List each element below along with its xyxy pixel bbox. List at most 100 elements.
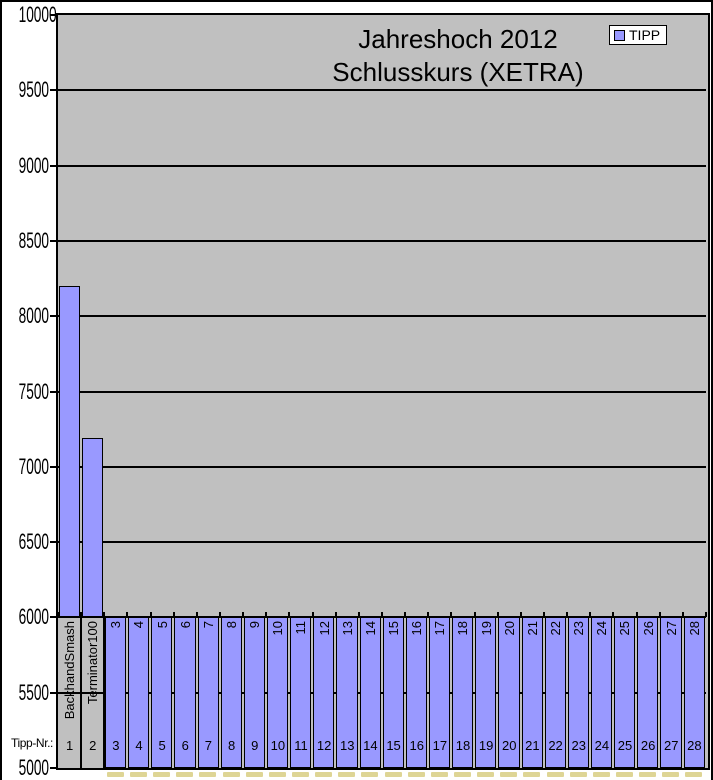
plot-area: Jahreshoch 2012 Schlusskurs (XETRA) TIPP…: [56, 13, 710, 770]
category-number-label: 2: [89, 738, 97, 753]
y-axis-label: 10000: [18, 2, 57, 27]
category-vertical-label-text: 27: [663, 621, 679, 636]
category-vertical-label-text: 26: [640, 621, 656, 636]
category-axis-tick: [149, 612, 152, 618]
bar-tipp-14[interactable]: [359, 617, 381, 768]
bar-tipp-13[interactable]: [336, 617, 358, 768]
category-vertical-label-text: 3: [108, 621, 124, 629]
category-number-label: 4: [135, 738, 143, 753]
bar-tipp-18[interactable]: [452, 617, 474, 768]
category-number-label: 18: [455, 738, 471, 753]
bar-tipp-9[interactable]: [243, 617, 266, 768]
bar-tipp-25[interactable]: [614, 617, 636, 768]
bottom-edge-artifact: [523, 772, 541, 777]
category-separator: [80, 617, 83, 768]
bar-tipp-3[interactable]: [105, 617, 127, 768]
bar-tipp-16[interactable]: [405, 617, 428, 768]
category-vertical-label-text: 21: [524, 621, 540, 636]
bottom-edge-artifact: [685, 772, 703, 777]
bottom-edge-artifact: [453, 772, 472, 777]
y-axis-label: 5000: [18, 755, 49, 780]
bottom-edge-artifact: [615, 772, 634, 777]
y-axis-tick: [50, 14, 56, 16]
category-axis-tick: [172, 612, 175, 618]
bottom-edge-artifact: [430, 772, 448, 777]
category-axis-tick: [242, 612, 245, 618]
category-axis-tick: [219, 612, 221, 618]
y-axis-label: 6000: [18, 604, 49, 630]
bar-tipp-7[interactable]: [197, 617, 219, 768]
y-axis-label: 8000: [18, 303, 49, 329]
bar-tipp-28[interactable]: [683, 617, 705, 768]
category-number-label: 13: [340, 738, 355, 753]
category-number-label: 22: [548, 738, 563, 753]
bottom-edge-artifact: [176, 772, 194, 777]
gridline: [58, 465, 706, 468]
bar-tipp-20[interactable]: [498, 617, 520, 768]
bottom-edge-artifact: [569, 772, 587, 777]
category-number-label: 27: [664, 738, 679, 753]
category-axis-line: [58, 616, 706, 619]
bottom-edge-artifact: [222, 772, 240, 777]
y-axis-tick: [50, 616, 56, 619]
chart-title-line-2: Schlusskurs (XETRA): [332, 57, 584, 87]
y-axis-tick: [50, 390, 56, 393]
category-number-label: 7: [204, 738, 213, 753]
category-axis-tick: [265, 612, 268, 618]
bar-tipp-17[interactable]: [429, 617, 451, 768]
bar-tipp-4[interactable]: [128, 617, 150, 768]
bar-tipp-21[interactable]: [521, 617, 543, 768]
bar-tipp-1[interactable]: [58, 286, 80, 618]
category-axis-tick: [473, 612, 476, 618]
bar-tipp-10[interactable]: [267, 617, 289, 768]
category-number-label: 19: [478, 738, 494, 753]
bar-tipp-19[interactable]: [475, 617, 497, 768]
y-axis-tick: [50, 691, 56, 694]
bar-tipp-6[interactable]: [174, 617, 196, 768]
category-axis-tick: [288, 612, 291, 618]
bar-tipp-2[interactable]: [81, 438, 104, 618]
bar-tipp-22[interactable]: [544, 617, 566, 768]
category-vertical-label-text: 4: [131, 621, 147, 629]
bar-tipp-15[interactable]: [382, 617, 404, 768]
bar-tipp-23[interactable]: [567, 617, 590, 768]
category-vertical-label-text: 7: [200, 621, 216, 629]
bar-tipp-12[interactable]: [313, 617, 335, 768]
category-axis-tick: [381, 612, 383, 618]
category-number-label: 6: [181, 738, 189, 753]
legend[interactable]: TIPP: [609, 25, 668, 45]
bottom-edge-artifact: [245, 772, 263, 777]
bottom-edge-artifact: [592, 772, 610, 777]
category-vertical-label-text: BackhandSmash: [62, 621, 78, 720]
gridline: [58, 691, 706, 694]
y-axis-label: 6500: [18, 529, 49, 555]
bottom-edge-artifact: [199, 772, 217, 777]
category-vertical-label-text: 10: [270, 621, 286, 636]
category-number-label: 12: [316, 738, 332, 753]
bar-tipp-5[interactable]: [151, 617, 173, 768]
bar-tipp-26[interactable]: [637, 617, 659, 768]
bottom-edge-artifact: [477, 772, 495, 777]
category-number-label: 23: [571, 738, 586, 753]
bar-tipp-8[interactable]: [220, 617, 242, 768]
bar-tipp-11[interactable]: [290, 617, 312, 768]
category-axis-tick: [496, 612, 499, 618]
y-axis-tick: [50, 239, 56, 242]
category-axis-tick: [404, 612, 407, 618]
category-vertical-label-text: 17: [432, 621, 448, 636]
bottom-edge-artifact: [268, 772, 286, 777]
y-axis-label: 9500: [18, 77, 49, 103]
chart-border-right: [711, 0, 713, 780]
category-number-label: 16: [409, 738, 424, 753]
category-vertical-label-text: 22: [548, 621, 564, 636]
bottom-edge-artifact: [129, 772, 148, 777]
category-vertical-label-text: 25: [617, 621, 633, 636]
gridline: [58, 239, 706, 242]
bottom-edge-artifact: [315, 772, 333, 777]
bar-tipp-27[interactable]: [660, 617, 682, 768]
category-number-label: 10: [270, 738, 286, 753]
bar-tipp-24[interactable]: [591, 617, 613, 768]
y-axis-tick: [50, 315, 56, 318]
bottom-edge-artifact: [106, 772, 124, 777]
category-axis-tick: [589, 612, 592, 618]
